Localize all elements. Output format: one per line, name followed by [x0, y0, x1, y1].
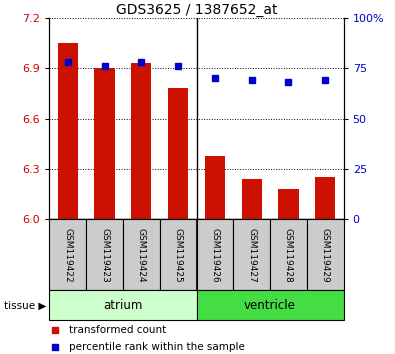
Bar: [131, 63, 151, 219]
Bar: [307, 219, 344, 290]
Text: GSM119428: GSM119428: [284, 228, 293, 282]
Bar: [315, 177, 335, 219]
Bar: [49, 290, 197, 320]
Bar: [197, 290, 344, 320]
Bar: [278, 189, 299, 219]
Bar: [197, 219, 233, 290]
Text: GSM119427: GSM119427: [247, 228, 256, 282]
Text: transformed count: transformed count: [68, 325, 166, 335]
Bar: [242, 179, 262, 219]
Bar: [123, 219, 160, 290]
Text: ventricle: ventricle: [244, 299, 296, 312]
Title: GDS3625 / 1387652_at: GDS3625 / 1387652_at: [116, 3, 277, 17]
Text: GSM119423: GSM119423: [100, 228, 109, 282]
Text: percentile rank within the sample: percentile rank within the sample: [68, 342, 245, 352]
Bar: [58, 43, 78, 219]
Bar: [94, 68, 115, 219]
Bar: [168, 88, 188, 219]
Text: tissue ▶: tissue ▶: [4, 300, 46, 310]
Text: GSM119424: GSM119424: [137, 228, 146, 282]
Text: GSM119422: GSM119422: [63, 228, 72, 282]
Bar: [49, 219, 86, 290]
Text: GSM119425: GSM119425: [174, 228, 182, 282]
Bar: [205, 156, 225, 219]
Bar: [160, 219, 197, 290]
Bar: [270, 219, 307, 290]
Bar: [233, 219, 270, 290]
Text: GSM119426: GSM119426: [211, 228, 219, 282]
Bar: [86, 219, 123, 290]
Text: GSM119429: GSM119429: [321, 228, 330, 282]
Text: atrium: atrium: [103, 299, 143, 312]
